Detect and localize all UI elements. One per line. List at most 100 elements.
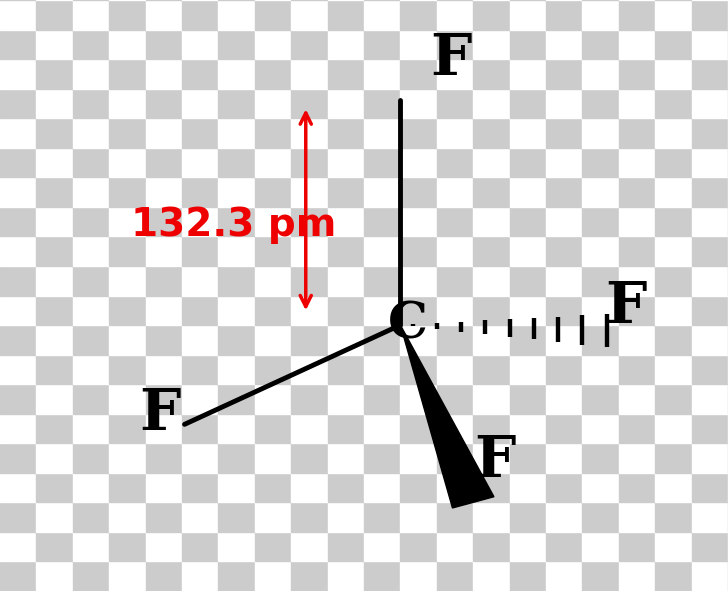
Bar [692,355,728,384]
Bar [692,148,728,177]
Bar [546,384,582,414]
Bar [255,414,291,443]
Bar [582,561,619,591]
Bar [291,532,328,561]
Bar [364,473,400,502]
Bar [364,355,400,384]
Bar [73,532,109,561]
Bar [255,236,291,266]
Bar [328,532,364,561]
Bar [619,30,655,59]
Bar [582,89,619,118]
Bar [437,236,473,266]
Bar [182,532,218,561]
Bar [655,296,692,325]
Bar [582,266,619,296]
Bar [437,443,473,473]
Bar [218,30,255,59]
Bar [73,296,109,325]
Bar [146,473,182,502]
Bar [437,355,473,384]
Bar [364,177,400,207]
Bar [510,236,546,266]
Bar [0,384,36,414]
Bar [692,296,728,325]
Bar [36,414,73,443]
Bar [510,177,546,207]
Bar [655,0,692,30]
Bar [146,236,182,266]
Bar [218,384,255,414]
Bar [619,118,655,148]
Bar [473,296,510,325]
Bar [0,148,36,177]
Bar [546,59,582,89]
Bar [182,236,218,266]
Text: F: F [431,31,472,87]
Bar [73,177,109,207]
Bar [582,296,619,325]
Bar [655,118,692,148]
Bar [218,414,255,443]
Bar [218,59,255,89]
Bar [36,59,73,89]
Bar [619,414,655,443]
Bar [0,502,36,532]
Bar [73,266,109,296]
Bar [692,473,728,502]
Bar [692,325,728,355]
Bar [182,561,218,591]
Bar [364,325,400,355]
Bar [546,325,582,355]
Bar [146,325,182,355]
Bar [400,414,437,443]
Bar [109,207,146,236]
Bar [400,266,437,296]
Bar [400,59,437,89]
Bar [291,89,328,118]
Bar [109,325,146,355]
Bar [510,207,546,236]
Bar [218,236,255,266]
Bar [182,0,218,30]
Bar [364,561,400,591]
Bar [218,325,255,355]
Bar [437,148,473,177]
Bar [619,59,655,89]
Bar [182,384,218,414]
Bar [692,118,728,148]
Bar [655,384,692,414]
Bar [218,296,255,325]
Bar [437,414,473,443]
Bar [109,296,146,325]
Bar [619,325,655,355]
Bar [218,532,255,561]
Bar [437,561,473,591]
Bar [692,561,728,591]
Bar [146,177,182,207]
Bar [255,532,291,561]
Bar [255,148,291,177]
Bar [328,0,364,30]
Bar [182,89,218,118]
Bar [510,89,546,118]
Bar [655,177,692,207]
Bar [36,384,73,414]
Bar [364,266,400,296]
Bar [328,473,364,502]
Bar [255,266,291,296]
Bar [291,325,328,355]
Bar [437,118,473,148]
Bar [473,443,510,473]
Bar [582,148,619,177]
Bar [619,561,655,591]
Bar [510,0,546,30]
Bar [510,325,546,355]
Bar [146,118,182,148]
Polygon shape [400,325,494,508]
Bar [473,177,510,207]
Bar [218,118,255,148]
Bar [655,207,692,236]
Bar [291,355,328,384]
Bar [473,207,510,236]
